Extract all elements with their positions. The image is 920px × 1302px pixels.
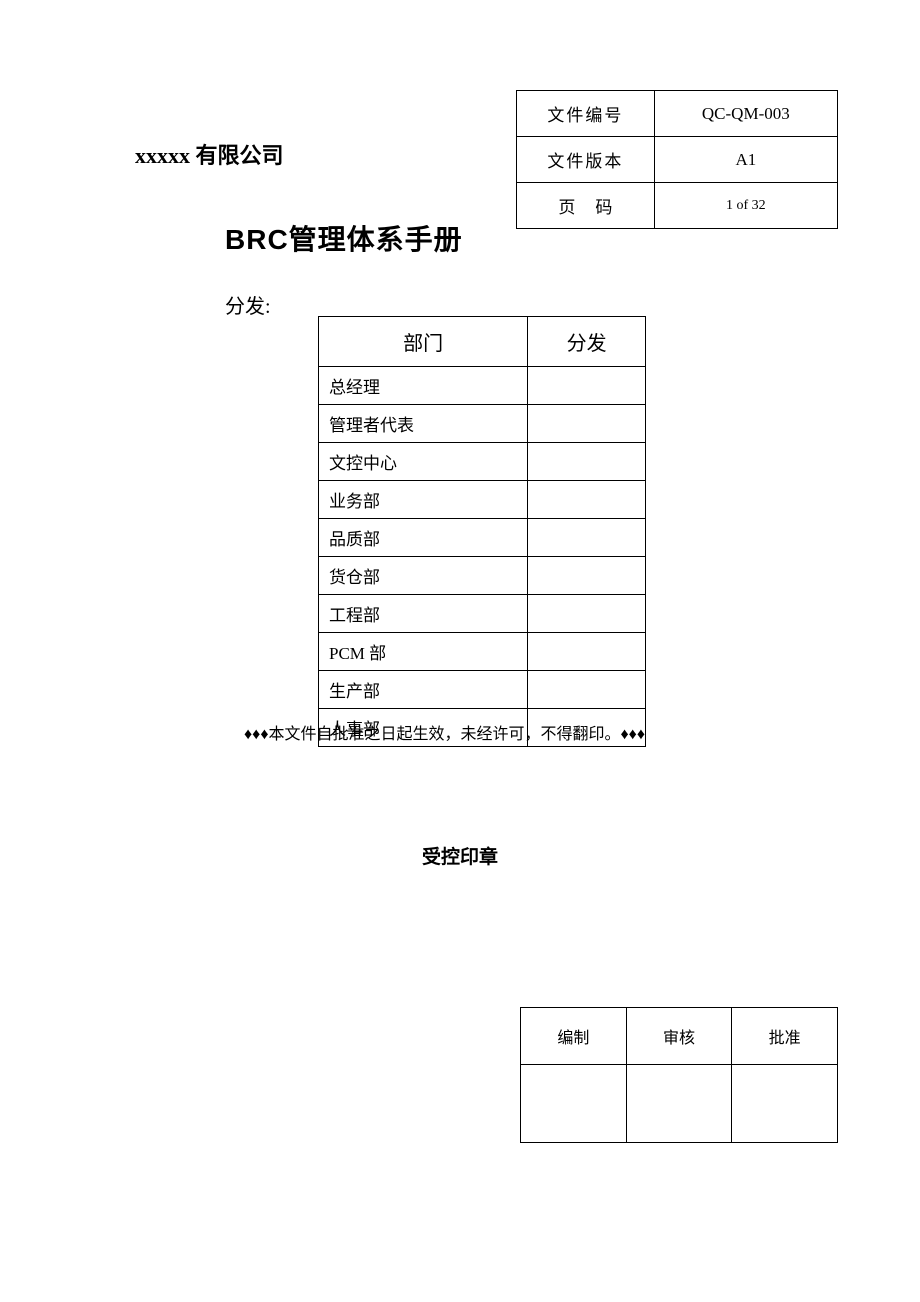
- table-row: 工程部: [319, 595, 646, 633]
- document-title: BRC管理体系手册: [225, 218, 463, 258]
- stamp-title: 受控印章: [0, 842, 920, 869]
- dist-cell: [528, 443, 646, 481]
- dist-cell: [528, 367, 646, 405]
- doc-number-value: QC-QM-003: [654, 91, 837, 137]
- dept-cell: 管理者代表: [319, 405, 528, 443]
- dist-cell: [528, 481, 646, 519]
- company-name: xxxxx 有限公司: [135, 138, 284, 170]
- distribution-label: 分发:: [225, 290, 271, 319]
- page-value: 1 of 32: [654, 183, 837, 229]
- table-row: 货仓部: [319, 557, 646, 595]
- dist-cell: [528, 671, 646, 709]
- doc-version-value: A1: [654, 137, 837, 183]
- dist-cell: [528, 519, 646, 557]
- table-row: 文件编号 QC-QM-003: [517, 91, 838, 137]
- table-row: 编制 审核 批准: [521, 1008, 838, 1065]
- dept-cell: 业务部: [319, 481, 528, 519]
- approval-col3-label: 批准: [732, 1008, 838, 1065]
- approval-col3-value: [732, 1065, 838, 1143]
- dist-cell: [528, 595, 646, 633]
- table-row: 页码 1 of 32: [517, 183, 838, 229]
- distribution-table: 部门 分发 总经理管理者代表文控中心业务部品质部货仓部工程部PCM 部生产部人事…: [318, 316, 646, 747]
- table-row: 生产部: [319, 671, 646, 709]
- dept-cell: 文控中心: [319, 443, 528, 481]
- notice-text: ♦♦♦本文件自批准之日起生效，未经许可，不得翻印。♦♦♦: [244, 720, 645, 744]
- doc-version-label: 文件版本: [517, 137, 655, 183]
- approval-col2-value: [626, 1065, 732, 1143]
- approval-col1-label: 编制: [521, 1008, 627, 1065]
- table-row: 总经理: [319, 367, 646, 405]
- table-row: [521, 1065, 838, 1143]
- dept-cell: 总经理: [319, 367, 528, 405]
- approval-table: 编制 审核 批准: [520, 1007, 838, 1143]
- table-row: 业务部: [319, 481, 646, 519]
- table-row: PCM 部: [319, 633, 646, 671]
- table-row: 文控中心: [319, 443, 646, 481]
- table-row: 管理者代表: [319, 405, 646, 443]
- dept-cell: 货仓部: [319, 557, 528, 595]
- table-row: 品质部: [319, 519, 646, 557]
- dist-cell: [528, 557, 646, 595]
- dept-header: 部门: [319, 317, 528, 367]
- dist-cell: [528, 405, 646, 443]
- dist-cell: [528, 633, 646, 671]
- document-header: xxxxx 有限公司 文件编号 QC-QM-003 文件版本 A1 页码 1 o…: [0, 0, 920, 90]
- table-header-row: 部门 分发: [319, 317, 646, 367]
- table-row: 文件版本 A1: [517, 137, 838, 183]
- dist-header: 分发: [528, 317, 646, 367]
- dept-cell: 品质部: [319, 519, 528, 557]
- approval-col2-label: 审核: [626, 1008, 732, 1065]
- approval-col1-value: [521, 1065, 627, 1143]
- page-label: 页码: [517, 183, 655, 229]
- dept-cell: 工程部: [319, 595, 528, 633]
- doc-number-label: 文件编号: [517, 91, 655, 137]
- dept-cell: PCM 部: [319, 633, 528, 671]
- dept-cell: 生产部: [319, 671, 528, 709]
- header-info-table: 文件编号 QC-QM-003 文件版本 A1 页码 1 of 32: [516, 90, 838, 229]
